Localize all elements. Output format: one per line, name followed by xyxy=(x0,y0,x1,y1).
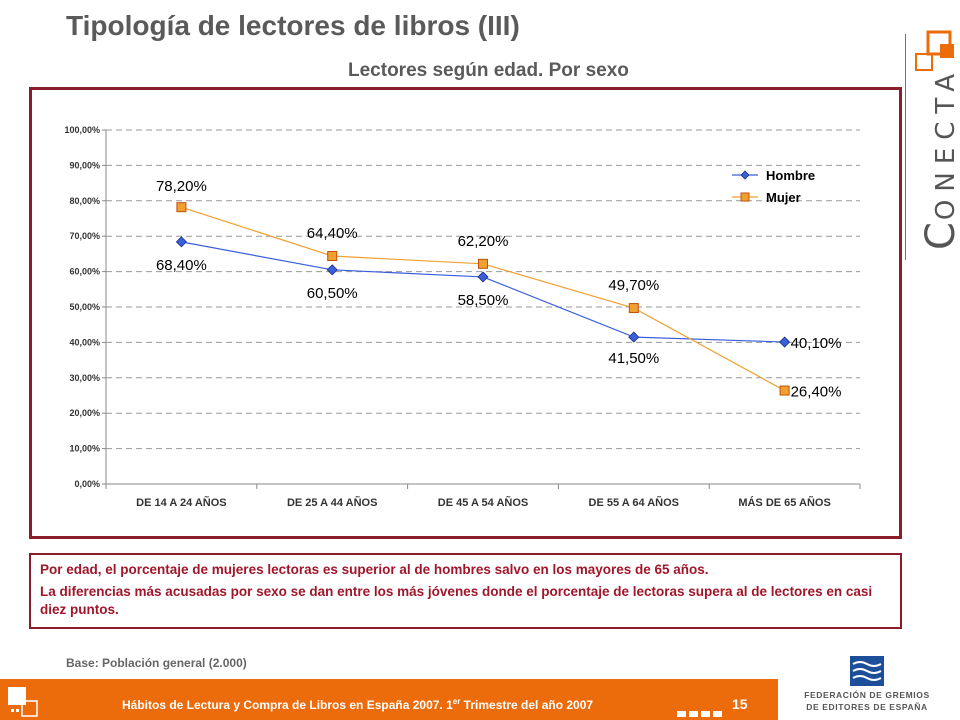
data-label: 62,20% xyxy=(458,233,509,250)
chart-container: 0,00% 10,00% 20,00% 30,00% 40,00% 50,00% 60,00… xyxy=(29,87,902,539)
base-note: Base: Población general (2.000) xyxy=(66,656,247,670)
chart-subtitle: Lectores según edad. Por sexo xyxy=(348,60,629,81)
note-paragraph-2: La diferencias más acusadas por sexo se … xyxy=(40,584,873,617)
data-point xyxy=(478,258,488,269)
y-tick-label: 40,00% xyxy=(69,337,100,347)
y-tick-label: 20,00% xyxy=(69,408,100,418)
y-tick-label: 50,00% xyxy=(69,302,100,312)
footer-logo-icon xyxy=(8,687,38,717)
legend-marker xyxy=(740,170,750,180)
legend-label: Mujer xyxy=(766,190,801,205)
data-point xyxy=(779,336,791,348)
data-label: 78,20% xyxy=(156,178,207,195)
data-label: 68,40% xyxy=(156,257,207,274)
data-label: 26,40% xyxy=(791,384,842,401)
page-title: Tipología de lectores de libros (III) xyxy=(66,10,520,41)
legend-marker xyxy=(740,192,750,202)
data-point xyxy=(327,251,338,262)
legend-label: Hombre xyxy=(766,168,815,183)
conecta-logo-icon xyxy=(915,30,954,71)
x-tick-label: DE 55 A 64 AÑOS xyxy=(589,496,679,509)
y-tick-label: 60,00% xyxy=(69,267,100,277)
page-number: 15 xyxy=(732,696,748,712)
x-tick-label: DE 45 A 54 AÑOS xyxy=(438,496,528,509)
data-point xyxy=(628,303,639,314)
footer-bar xyxy=(0,679,778,720)
data-label: 49,70% xyxy=(608,277,659,294)
y-tick-label: 100,00% xyxy=(64,125,100,135)
data-label: 60,50% xyxy=(307,285,358,302)
note-paragraph-1: Por edad, el porcentaje de mujeres lecto… xyxy=(40,562,709,577)
data-point xyxy=(176,202,187,213)
data-point xyxy=(779,385,790,396)
y-tick-label: 30,00% xyxy=(69,373,100,383)
x-tick-label: DE 25 A 44 AÑOS xyxy=(287,496,377,509)
federation-logo-icon xyxy=(850,656,884,686)
data-point xyxy=(477,271,489,283)
data-label: 41,50% xyxy=(608,350,659,367)
federation-name: FEDERACIÓN DE GREMIOS DE EDITORES DE ESP… xyxy=(804,690,930,712)
y-tick-label: 80,00% xyxy=(69,196,100,206)
y-tick-label: 0,00% xyxy=(74,479,100,489)
y-tick-label: 90,00% xyxy=(69,160,100,170)
notes-box: Por edad, el porcentaje de mujeres lecto… xyxy=(29,553,902,629)
x-tick-label: MÁS DE 65 AÑOS xyxy=(738,496,831,509)
y-tick-label: 10,00% xyxy=(69,444,100,454)
data-point xyxy=(175,236,187,248)
y-tick-label: 70,00% xyxy=(69,231,100,241)
brand-wordmark: CONECTA xyxy=(918,65,960,250)
data-label: 40,10% xyxy=(791,335,842,352)
data-point xyxy=(326,264,338,276)
data-label: 64,40% xyxy=(307,225,358,242)
data-point xyxy=(628,331,640,343)
line-chart: 0,00% 10,00% 20,00% 30,00% 40,00% 50,00% 60,00… xyxy=(64,125,861,509)
data-label: 58,50% xyxy=(458,292,509,309)
footer-dots-icon xyxy=(677,704,725,720)
brand-divider xyxy=(905,34,906,260)
footer-text: Hábitos de Lectura y Compra de Libros en… xyxy=(122,697,594,712)
x-tick-label: DE 14 A 24 AÑOS xyxy=(136,496,226,509)
